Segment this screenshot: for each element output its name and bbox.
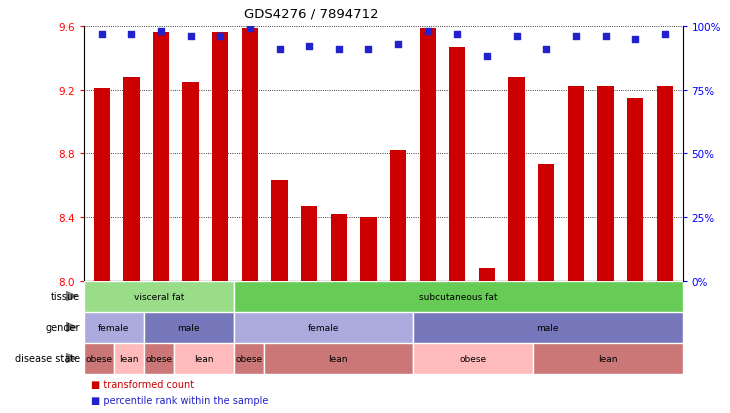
Bar xyxy=(84,312,144,343)
Bar xyxy=(242,28,258,413)
Point xyxy=(451,31,463,38)
Bar xyxy=(509,78,525,413)
Point xyxy=(304,44,315,50)
Bar xyxy=(656,87,673,413)
Bar xyxy=(234,281,683,312)
Text: male: male xyxy=(177,323,200,332)
Point xyxy=(155,28,167,35)
Point xyxy=(570,34,582,40)
Text: female: female xyxy=(308,323,339,332)
Text: ■ transformed count: ■ transformed count xyxy=(91,379,194,389)
Bar xyxy=(234,312,413,343)
Bar xyxy=(123,78,139,413)
Bar xyxy=(420,28,436,413)
Point xyxy=(540,46,552,53)
Bar xyxy=(84,281,234,312)
Bar xyxy=(212,33,228,413)
Bar xyxy=(390,151,406,413)
Bar xyxy=(153,33,169,413)
Bar xyxy=(84,343,114,374)
Bar xyxy=(93,89,110,413)
Bar xyxy=(174,343,234,374)
Bar xyxy=(568,87,584,413)
Text: gender: gender xyxy=(46,322,80,332)
Polygon shape xyxy=(66,292,77,301)
Point xyxy=(511,34,523,40)
Point xyxy=(244,26,256,33)
Text: female: female xyxy=(99,323,129,332)
Bar xyxy=(144,343,174,374)
Point xyxy=(599,34,611,40)
Text: lean: lean xyxy=(194,354,213,363)
Point xyxy=(274,46,285,53)
Bar xyxy=(538,165,554,413)
Point xyxy=(215,34,226,40)
Point xyxy=(126,31,137,38)
Bar xyxy=(114,343,144,374)
Point xyxy=(185,34,196,40)
Polygon shape xyxy=(66,322,77,332)
Bar xyxy=(479,268,495,413)
Point xyxy=(363,46,374,53)
Text: obese: obese xyxy=(85,354,112,363)
Text: obese: obese xyxy=(235,354,262,363)
Text: lean: lean xyxy=(328,354,348,363)
Bar xyxy=(627,98,643,413)
Text: tissue: tissue xyxy=(51,291,80,301)
Text: visceral fat: visceral fat xyxy=(134,292,184,301)
Bar xyxy=(597,87,614,413)
Point xyxy=(422,28,434,35)
Text: obese: obese xyxy=(145,354,172,363)
Text: disease state: disease state xyxy=(15,353,80,363)
Bar xyxy=(331,214,347,413)
Text: ■ percentile rank within the sample: ■ percentile rank within the sample xyxy=(91,395,269,405)
Point xyxy=(96,31,107,38)
Point xyxy=(392,41,404,48)
Bar xyxy=(533,343,683,374)
Point xyxy=(481,54,493,61)
Text: obese: obese xyxy=(459,354,487,363)
Text: GDS4276 / 7894712: GDS4276 / 7894712 xyxy=(244,8,379,21)
Bar xyxy=(182,83,199,413)
Point xyxy=(629,36,641,43)
Bar xyxy=(413,343,533,374)
Bar xyxy=(449,47,466,413)
Text: subcutaneous fat: subcutaneous fat xyxy=(419,292,497,301)
Bar xyxy=(234,343,264,374)
Bar xyxy=(301,206,318,413)
Bar xyxy=(361,217,377,413)
Text: lean: lean xyxy=(119,354,139,363)
Bar xyxy=(144,312,234,343)
Text: male: male xyxy=(537,323,559,332)
Bar xyxy=(413,312,683,343)
Point xyxy=(659,31,671,38)
Bar xyxy=(272,181,288,413)
Text: lean: lean xyxy=(598,354,618,363)
Point xyxy=(333,46,345,53)
Polygon shape xyxy=(66,353,77,363)
Bar xyxy=(264,343,413,374)
